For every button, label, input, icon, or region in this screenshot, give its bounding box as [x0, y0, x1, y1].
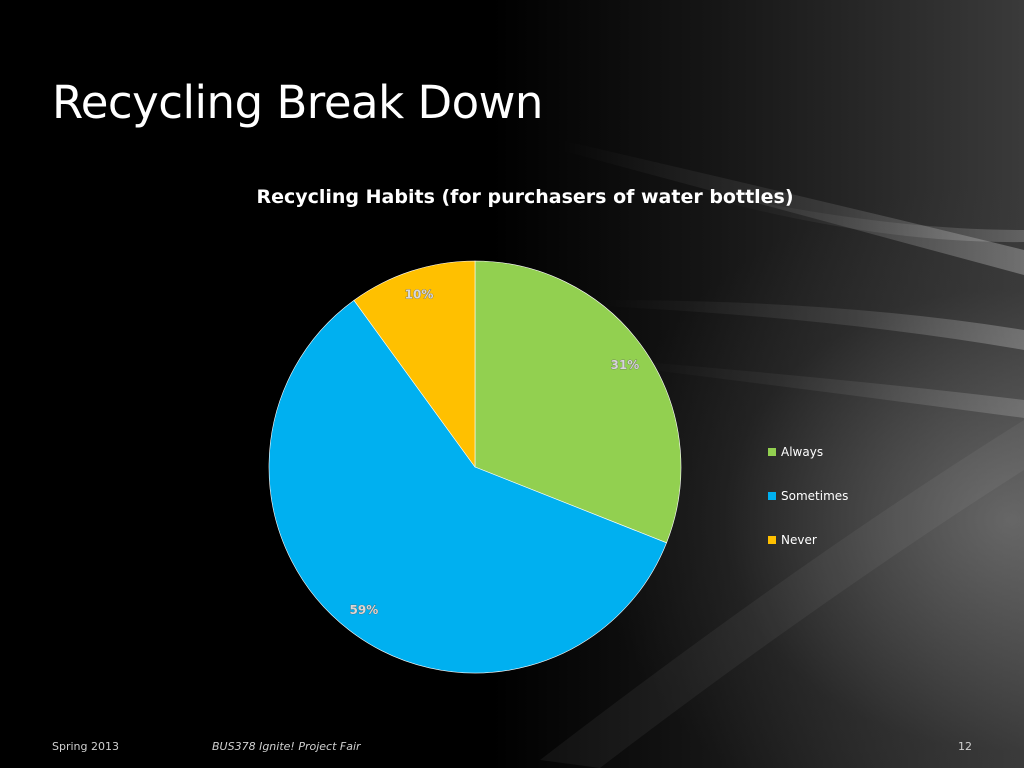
slide-title: Recycling Break Down [52, 76, 543, 129]
legend-swatch-never [768, 536, 776, 544]
data-label-never: 10% [405, 288, 434, 302]
footer-event: BUS378 Ignite! Project Fair [212, 740, 361, 753]
legend-label-never: Never [781, 533, 817, 547]
legend-label-sometimes: Sometimes [781, 489, 849, 503]
legend-label-always: Always [781, 445, 824, 459]
data-label-sometimes: 59% [350, 603, 379, 617]
data-label-always: 31% [611, 358, 640, 372]
pie-slice-always [474, 260, 682, 544]
legend-item-never: Never [768, 532, 848, 548]
chart-legend: Always Sometimes Never [768, 444, 848, 576]
pie-slice-never [353, 260, 476, 468]
legend-item-always: Always [768, 444, 848, 460]
footer-page-number: 12 [958, 740, 972, 753]
pie-slice-sometimes [268, 299, 667, 674]
legend-swatch-always [768, 448, 776, 456]
legend-swatch-sometimes [768, 492, 776, 500]
footer-date: Spring 2013 [52, 740, 119, 753]
legend-item-sometimes: Sometimes [768, 488, 848, 504]
chart-title: Recycling Habits (for purchasers of wate… [256, 186, 794, 208]
